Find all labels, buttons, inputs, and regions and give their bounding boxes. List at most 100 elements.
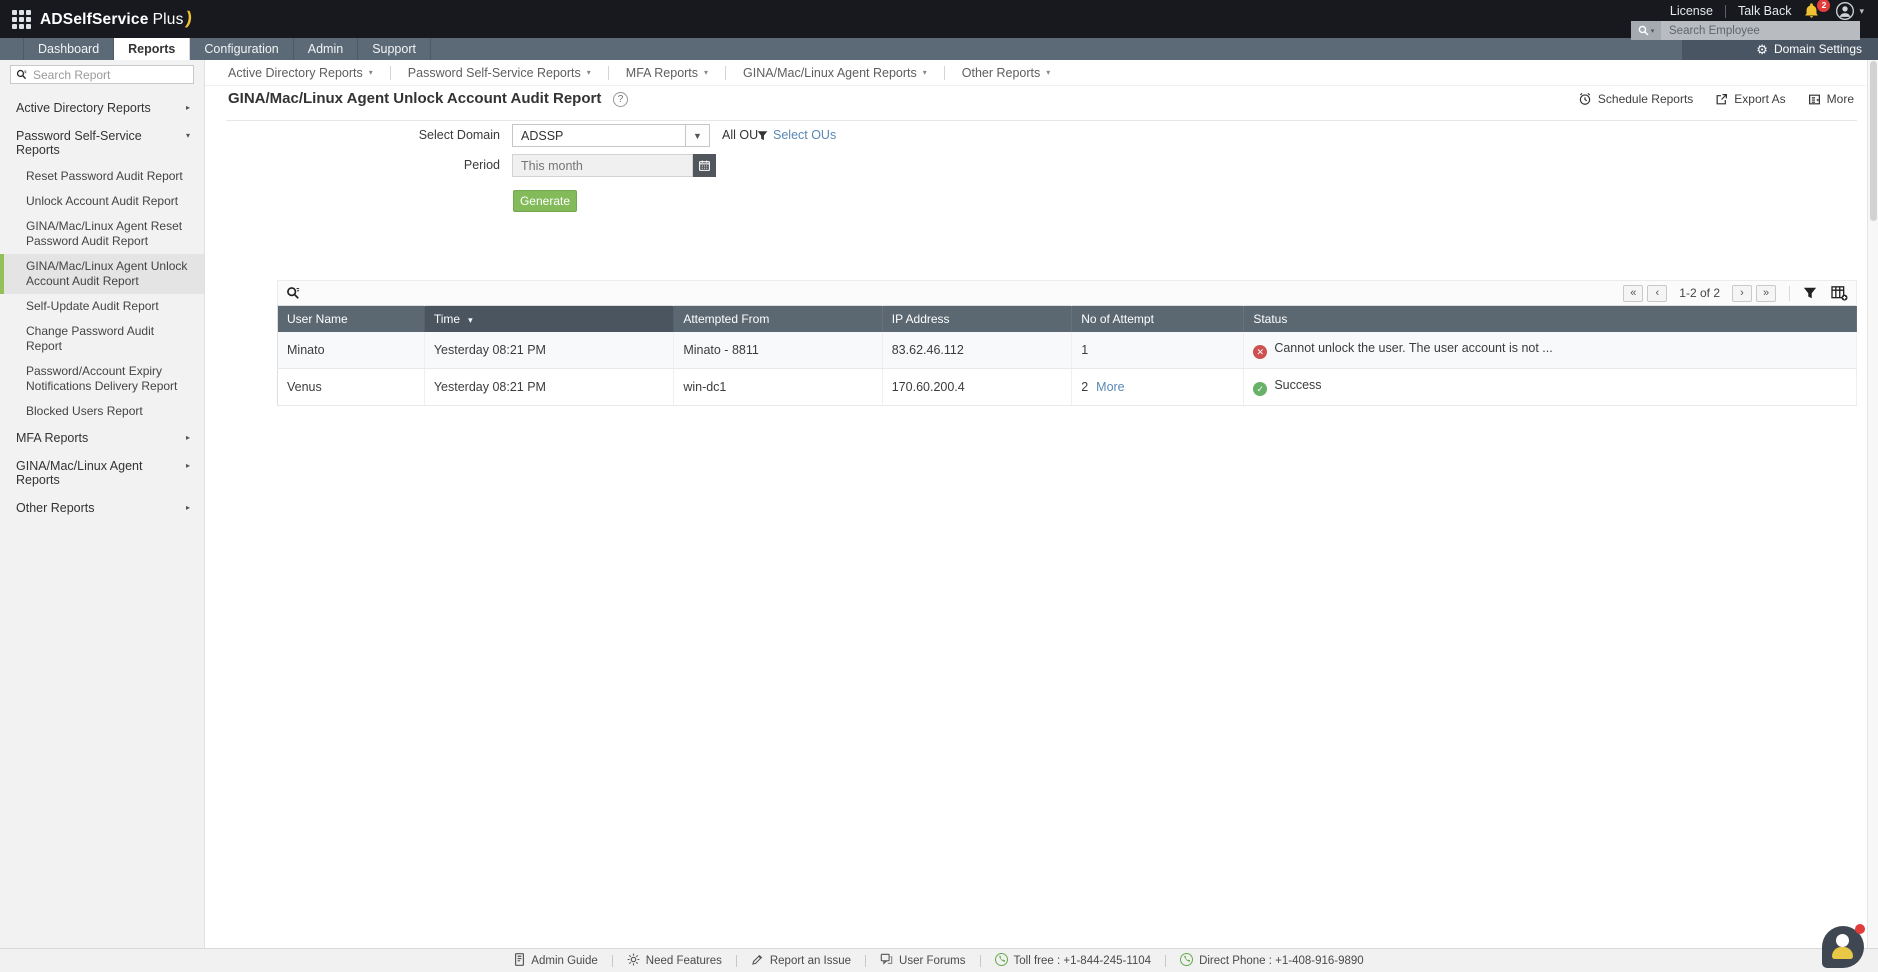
subnav-gina-mac-linux-agent-reports[interactable]: GINA/Mac/Linux Agent Reports ▾ xyxy=(726,66,944,80)
sidebar-item-active-directory-reports[interactable]: Active Directory Reports ▸ xyxy=(0,94,204,122)
ou-filter-icon[interactable] xyxy=(757,129,768,147)
sidebar-item-blocked-users-report[interactable]: Blocked Users Report xyxy=(26,404,143,418)
tab-reports[interactable]: Reports xyxy=(114,38,191,60)
chevron-right-icon: ▸ xyxy=(185,103,190,112)
first-page-button[interactable]: « xyxy=(1623,284,1644,302)
calendar-icon[interactable] xyxy=(693,154,716,177)
subnav-mfa-reports[interactable]: MFA Reports ▾ xyxy=(609,66,725,80)
column-header-time[interactable]: Time ▾ xyxy=(424,305,675,332)
sidebar-item-self-update-audit-report[interactable]: Self-Update Audit Report xyxy=(26,299,159,313)
select-ous-link[interactable]: Select OUs xyxy=(773,128,837,142)
table-row: Minato Yesterday 08:21 PM Minato - 8811 83.… xyxy=(277,331,1857,369)
cell-attempted-from: win-dc1 xyxy=(673,368,883,406)
sidebar-item-password-self-service-reports[interactable]: Password Self-Service Reports ▾ xyxy=(0,122,204,164)
subnav-label: Password Self-Service Reports xyxy=(407,65,581,80)
cell-attempted-from: Minato - 8811 xyxy=(673,331,883,369)
divider xyxy=(389,65,391,80)
caret-down-icon: ▾ xyxy=(704,68,709,77)
page-title: GINA/Mac/Linux Agent Unlock Account Audi… xyxy=(228,90,602,107)
column-header-attempted-from[interactable]: Attempted From xyxy=(673,305,883,332)
sidebar-item-gina-mac-linux-agent-unlock-account-audit-report[interactable]: GINA/Mac/Linux Agent Unlock Account Audi… xyxy=(0,254,204,294)
column-header-user-name[interactable]: User Name xyxy=(277,305,425,332)
tab-support[interactable]: Support xyxy=(358,38,431,60)
footer-user-forums[interactable]: User Forums xyxy=(880,953,966,969)
scrollbar-thumb[interactable] xyxy=(1870,61,1877,221)
chat-notification-dot xyxy=(1855,924,1865,934)
chevron-right-icon: ▸ xyxy=(185,503,190,512)
sidebar-item-other-reports[interactable]: Other Reports ▸ xyxy=(0,494,204,522)
chevron-down-icon: ▼ xyxy=(685,125,709,146)
sidebar-item-label: MFA Reports xyxy=(16,431,89,445)
license-link[interactable]: License xyxy=(1669,4,1713,18)
sidebar-item-label: Password Self-Service Reports xyxy=(16,129,142,157)
sidebar-item-gina-mac-linux-agent-reports[interactable]: GINA/Mac/Linux Agent Reports ▸ xyxy=(0,452,204,494)
divider xyxy=(943,65,945,80)
add-column-icon[interactable] xyxy=(1831,285,1848,301)
subnav-other-reports[interactable]: Other Reports ▾ xyxy=(945,66,1068,80)
domain-settings-button[interactable]: ⚙ Domain Settings xyxy=(1682,38,1878,60)
divider xyxy=(607,65,609,80)
export-as-button[interactable]: Export As xyxy=(1715,92,1786,106)
generate-button[interactable]: Generate xyxy=(513,190,577,212)
schedule-reports-button[interactable]: Schedule Reports xyxy=(1578,92,1693,106)
next-page-button[interactable]: › xyxy=(1732,284,1752,302)
chat-person-icon xyxy=(1836,934,1849,947)
sidebar-item-mfa-reports[interactable]: MFA Reports ▸ xyxy=(0,424,204,452)
footer-label: Toll free : +1-844-245-1104 xyxy=(1013,954,1152,967)
cell-no-of-attempt: 2 More xyxy=(1071,368,1245,406)
sidebar-item-change-password-audit-report[interactable]: Change Password Audit Report xyxy=(26,324,155,353)
user-menu[interactable]: ▾ xyxy=(1835,1,1864,21)
previous-page-button[interactable]: ‹ xyxy=(1647,284,1668,302)
chevron-right-icon: ▸ xyxy=(185,461,190,470)
more-actions-button[interactable]: More xyxy=(1808,92,1854,106)
period-input[interactable] xyxy=(512,154,693,177)
employee-search-input[interactable] xyxy=(1661,21,1860,40)
report-filter-form: Select Domain ADSSP ▼ All OU Select OUs … xyxy=(205,124,1878,248)
help-icon[interactable]: ? xyxy=(613,92,628,107)
footer-report-an-issue[interactable]: Report an Issue xyxy=(751,953,851,969)
chevron-right-icon: ▸ xyxy=(185,433,190,442)
search-icon[interactable]: ▾ xyxy=(1631,21,1661,40)
caret-down-icon: ▾ xyxy=(368,68,373,77)
subnav-label: GINA/Mac/Linux Agent Reports xyxy=(743,65,917,80)
divider xyxy=(735,954,737,967)
app-launcher-icon[interactable] xyxy=(12,10,31,29)
more-link[interactable]: More xyxy=(1096,380,1125,394)
column-label: Status xyxy=(1253,311,1288,326)
tab-admin[interactable]: Admin xyxy=(294,38,359,60)
vertical-scrollbar[interactable] xyxy=(1867,60,1878,948)
column-header-no-of-attempt[interactable]: No of Attempt xyxy=(1071,305,1245,332)
footer-need-features[interactable]: Need Features xyxy=(627,953,722,969)
app-logo: ADSelfService Plus) xyxy=(40,7,194,29)
sidebar-item-password-account-expiry-notifications-delivery-report[interactable]: Password/Account Expiry Notifications De… xyxy=(26,364,178,393)
tab-configuration[interactable]: Configuration xyxy=(190,38,294,60)
footer-admin-guide[interactable]: Admin Guide xyxy=(514,952,598,969)
alarm-clock-icon xyxy=(1579,93,1591,105)
notification-bell-icon[interactable]: 2 xyxy=(1803,0,1831,20)
cell-user-name: Minato xyxy=(277,331,425,369)
sidebar-item-unlock-account-audit-report[interactable]: Unlock Account Audit Report xyxy=(26,194,179,208)
chat-widget-button[interactable] xyxy=(1822,924,1865,968)
subnav-password-self-service-reports[interactable]: Password Self-Service Reports ▾ xyxy=(391,66,608,80)
more-icon xyxy=(1808,94,1820,104)
subnav-active-directory-reports[interactable]: Active Directory Reports ▾ xyxy=(228,66,390,80)
tab-dashboard[interactable]: Dashboard xyxy=(23,38,115,60)
features-icon xyxy=(627,953,640,969)
column-label: IP Address xyxy=(891,311,950,326)
cell-status: ✓ Success xyxy=(1243,368,1857,406)
filter-icon[interactable] xyxy=(1803,286,1817,300)
chevron-down-icon: ▾ xyxy=(185,131,190,140)
footer-label: User Forums xyxy=(899,954,966,967)
column-header-status[interactable]: Status xyxy=(1243,305,1857,332)
domain-select[interactable]: ADSSP ▼ xyxy=(512,124,710,147)
divider xyxy=(979,954,981,967)
sidebar-item-gina-mac-linux-agent-reset-password-audit-report[interactable]: GINA/Mac/Linux Agent Reset Password Audi… xyxy=(26,219,183,248)
column-header-ip-address[interactable]: IP Address xyxy=(882,305,1073,332)
last-page-button[interactable]: » xyxy=(1756,284,1776,302)
table-search-icon[interactable] xyxy=(286,286,300,300)
report-search-input[interactable] xyxy=(27,67,188,82)
report-content: GINA/Mac/Linux Agent Unlock Account Audi… xyxy=(205,86,1878,948)
talkback-link[interactable]: Talk Back xyxy=(1737,4,1792,18)
sidebar-item-reset-password-audit-report[interactable]: Reset Password Audit Report xyxy=(26,169,183,183)
logo-text: ADSelfService xyxy=(40,11,149,28)
